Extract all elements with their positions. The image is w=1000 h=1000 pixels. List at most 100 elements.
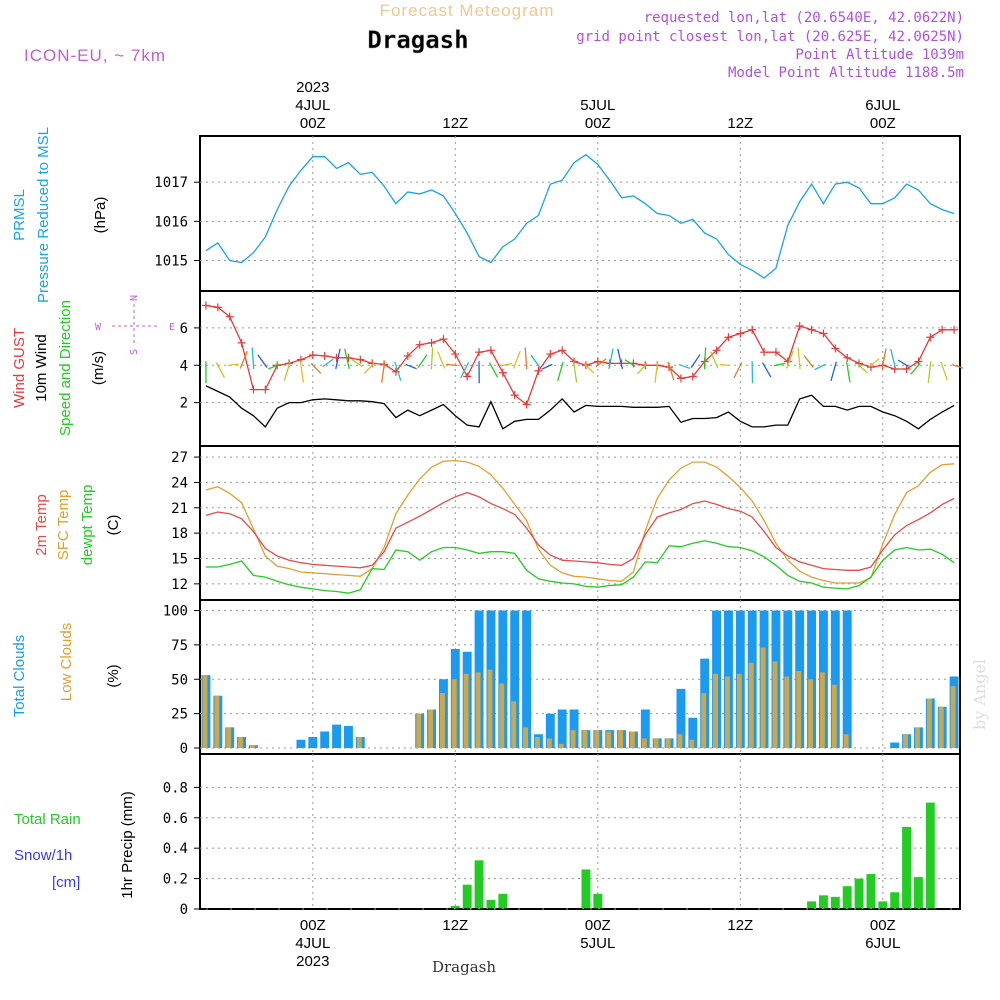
low-cloud-bar — [701, 693, 707, 748]
gust-point — [451, 350, 460, 359]
wind-direction-arrow — [417, 354, 428, 368]
gust-point — [498, 368, 507, 377]
low-cloud-bar — [249, 745, 255, 748]
wind-direction-arrow — [460, 362, 470, 379]
gust-point — [712, 346, 721, 355]
total-cloud-bar — [688, 717, 698, 748]
temp-ylabel-1: 2m Temp — [33, 494, 50, 555]
wind-ylabel-3: Speed and Direction — [57, 300, 74, 436]
gust-point — [213, 303, 222, 312]
clouds-ytick-label: 50 — [171, 672, 188, 688]
gust-point — [486, 346, 495, 355]
low-cloud-bar — [499, 683, 505, 748]
grid-point-coords: grid point closest lon,lat (20.625E, 42.… — [576, 29, 964, 45]
gust-line — [205, 304, 955, 406]
low-cloud-bar — [831, 684, 837, 748]
low-cloud-bar — [475, 672, 481, 748]
low-cloud-bar — [558, 743, 564, 748]
low-cloud-bar — [748, 662, 754, 748]
wind-direction-arrow — [636, 362, 648, 375]
clouds-ylabel-3: (%) — [105, 664, 122, 687]
low-cloud-bar — [641, 738, 647, 748]
low-cloud-bar — [760, 647, 766, 748]
rain-bar — [854, 878, 864, 909]
low-cloud-bar — [653, 738, 659, 748]
wind-ytick-label: 2 — [180, 396, 188, 412]
low-cloud-bar — [914, 727, 920, 748]
wind-direction-arrow — [940, 361, 948, 381]
total-cloud-bar — [522, 610, 532, 748]
point-altitude: Point Altitude 1039m — [795, 47, 964, 63]
precip-ylabel-cm: [cm] — [52, 874, 80, 891]
low-cloud-bar — [463, 673, 469, 748]
precip-ylabel: Total Rain Snow/1h [cm] 1hr Precip (mm) — [14, 791, 136, 899]
wind-direction-arrow — [951, 364, 964, 369]
gust-point — [463, 372, 472, 381]
wind-direction-arrow — [710, 351, 719, 369]
wind-direction-arrow — [557, 361, 564, 382]
precipitation-ytick-label: 0 — [180, 902, 188, 918]
wind-ytick-label: 6 — [180, 321, 188, 337]
rain-bar — [902, 826, 912, 909]
gust-point — [475, 348, 484, 357]
time-label-top: 12Z — [727, 115, 753, 132]
low-cloud-bar — [594, 730, 600, 748]
gust-point — [320, 351, 329, 360]
total-cloud-bar — [569, 709, 579, 748]
total-cloud-bar — [296, 739, 306, 748]
compass-w: W — [95, 322, 102, 333]
gust-point — [819, 329, 828, 338]
rain-bar — [842, 886, 852, 909]
gust-point — [807, 325, 816, 334]
precipitation-ytick-label: 0.8 — [163, 780, 188, 796]
gust-point — [843, 353, 852, 362]
time-label-bottom: 12Z — [442, 917, 468, 934]
wind-direction-arrow — [446, 363, 458, 367]
wind-compass: N S W E — [95, 295, 175, 355]
wind-direction-arrow — [617, 348, 624, 370]
low-cloud-bar — [606, 731, 612, 748]
low-cloud-bar — [677, 734, 683, 748]
time-label-top: 2023 — [296, 79, 329, 96]
wind-direction-arrow — [910, 362, 921, 375]
time-label-top: 4JUL — [295, 97, 330, 114]
gust-point — [356, 355, 365, 364]
rain-bar — [581, 869, 591, 909]
gust-point — [522, 400, 531, 409]
wind-direction-arrow — [437, 351, 446, 369]
time-label-bottom: 00Z — [300, 917, 326, 934]
temperature-ytick-label: 15 — [171, 552, 188, 568]
low-cloud-bar — [582, 730, 588, 748]
sfc-temp-line — [205, 459, 955, 584]
low-cloud-bar — [202, 675, 208, 748]
wind-direction-arrow — [381, 361, 386, 383]
gust-point — [510, 391, 519, 400]
gust-point — [914, 357, 923, 366]
total-cloud-bar — [676, 688, 686, 748]
panel-wind: 2 4 6 — [180, 290, 961, 447]
prmsl-line — [205, 153, 955, 279]
gust-point — [558, 346, 567, 355]
wind-frame — [199, 290, 961, 447]
temperature-ytick-label: 24 — [171, 475, 188, 491]
rain-bar — [807, 901, 817, 909]
gust-point — [344, 353, 353, 362]
precip-ylabel-rain: Total Rain — [14, 811, 81, 828]
gust-point — [439, 335, 448, 344]
wind-direction-arrow — [251, 347, 255, 370]
low-cloud-bar — [689, 739, 695, 748]
wind-ylabel: Wind GUST 10m Wind Speed and Direction (… — [11, 300, 107, 436]
compass-e: E — [169, 322, 175, 333]
low-cloud-bar — [808, 679, 814, 748]
gust-point — [403, 351, 412, 360]
low-cloud-bar — [938, 706, 944, 748]
wind-direction-arrow — [524, 347, 528, 370]
gust-point — [748, 325, 757, 334]
low-cloud-bar — [629, 731, 635, 748]
pressure-ylabel-1: PRMSL — [11, 189, 28, 241]
precipitation-frame — [199, 753, 961, 910]
total-cloud-bar — [830, 610, 840, 748]
time-label-bottom: 5JUL — [580, 935, 615, 952]
gust-point — [676, 374, 685, 383]
rain-bar — [474, 860, 484, 909]
